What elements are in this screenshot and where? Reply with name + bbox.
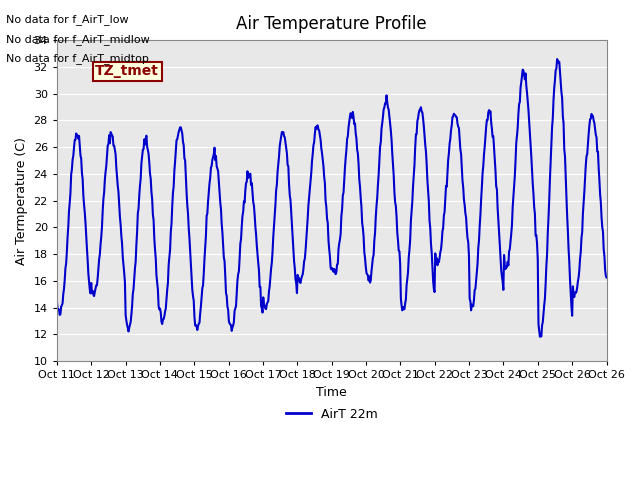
- Legend: AirT 22m: AirT 22m: [281, 403, 383, 425]
- Text: No data for f_AirT_midlow: No data for f_AirT_midlow: [6, 34, 150, 45]
- Y-axis label: Air Termperature (C): Air Termperature (C): [15, 137, 28, 264]
- X-axis label: Time: Time: [316, 386, 347, 399]
- Text: TZ_tmet: TZ_tmet: [95, 64, 159, 78]
- Text: No data for f_AirT_midtop: No data for f_AirT_midtop: [6, 53, 149, 64]
- Text: No data for f_AirT_low: No data for f_AirT_low: [6, 14, 129, 25]
- Title: Air Temperature Profile: Air Temperature Profile: [236, 15, 427, 33]
